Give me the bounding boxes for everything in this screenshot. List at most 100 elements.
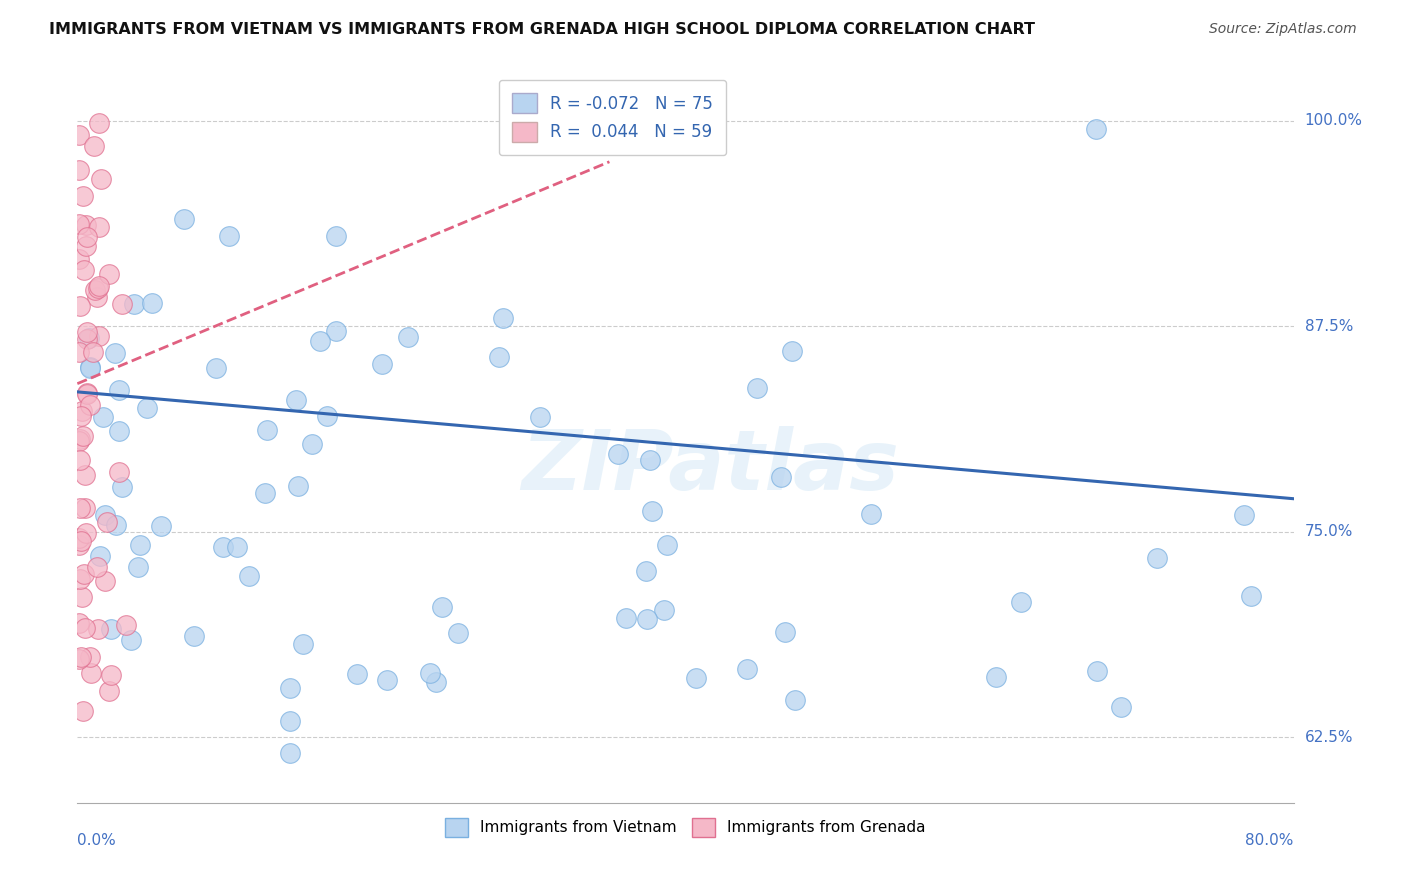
Text: 100.0%: 100.0% (1305, 113, 1362, 128)
Point (598, 130, 620, 145)
Point (316, 409, 339, 424)
Point (67, 615, 90, 630)
Point (91, 410, 114, 425)
Point (124, 296, 146, 310)
Point (79, 398, 101, 412)
Point (86, 290, 108, 304)
Point (636, 612, 658, 626)
Point (346, 666, 368, 681)
Point (75, 218, 97, 232)
Point (104, 518, 127, 533)
Point (432, 600, 454, 615)
Point (685, 671, 707, 685)
Point (278, 747, 301, 761)
Point (98, 684, 121, 698)
Point (638, 453, 661, 467)
Point (108, 424, 131, 438)
Point (80, 666, 103, 681)
Point (73, 621, 96, 635)
Point (87, 622, 110, 636)
Point (108, 383, 131, 397)
Point (72, 429, 94, 443)
Point (76, 332, 98, 346)
Point (655, 538, 678, 552)
Point (425, 675, 447, 690)
Point (115, 617, 138, 632)
Point (108, 465, 131, 479)
Point (67, 531, 90, 545)
Point (375, 673, 398, 687)
Point (84, 283, 107, 297)
Point (89, 172, 111, 186)
Point (529, 410, 551, 425)
Point (218, 228, 240, 243)
Point (75, 526, 97, 541)
Point (1085, 664, 1108, 678)
Point (325, 228, 347, 243)
Point (278, 714, 301, 728)
Point (87, 220, 110, 235)
Point (769, 470, 792, 484)
Point (652, 603, 675, 617)
Point (111, 297, 134, 311)
Point (76, 229, 98, 244)
Point (120, 632, 142, 647)
Point (69, 573, 91, 587)
Point (149, 519, 172, 533)
Point (72, 189, 94, 203)
Point (183, 629, 205, 643)
Point (96, 515, 118, 529)
Point (301, 437, 323, 451)
Point (173, 212, 195, 227)
Point (309, 334, 332, 348)
Point (419, 666, 441, 681)
Point (67, 162, 90, 177)
Point (136, 401, 159, 416)
Point (291, 637, 314, 651)
Point (785, 692, 807, 706)
Text: 62.5%: 62.5% (1305, 730, 1353, 745)
Point (492, 310, 515, 325)
Point (93, 508, 115, 522)
Point (278, 681, 301, 695)
Point (1109, 700, 1132, 714)
Point (127, 560, 149, 574)
Point (238, 569, 260, 583)
Text: 87.5%: 87.5% (1305, 318, 1353, 334)
Point (104, 345, 127, 359)
Point (76, 385, 98, 400)
Point (212, 540, 235, 554)
Point (447, 626, 470, 640)
Point (86, 559, 108, 574)
Point (75, 239, 97, 253)
Point (79, 331, 101, 345)
Point (98, 267, 121, 281)
Point (87, 328, 110, 343)
Point (325, 325, 347, 339)
Point (75, 467, 97, 482)
Point (75, 500, 97, 515)
Point (79, 650, 101, 665)
Point (100, 667, 122, 681)
Point (780, 343, 803, 358)
Point (253, 486, 276, 500)
Point (67, 128, 90, 142)
Text: 75.0%: 75.0% (1305, 524, 1353, 539)
Text: 80.0%: 80.0% (1246, 833, 1294, 848)
Point (859, 507, 882, 521)
Point (89, 279, 111, 293)
Point (284, 393, 307, 408)
Point (69, 500, 91, 515)
Point (67, 434, 90, 449)
Point (641, 503, 664, 517)
Point (1233, 508, 1256, 523)
Point (87, 281, 110, 295)
Point (73, 567, 96, 582)
Point (79, 359, 101, 374)
Point (775, 624, 797, 639)
Point (226, 540, 249, 554)
Point (69, 299, 91, 313)
Text: IMMIGRANTS FROM VIETNAM VS IMMIGRANTS FROM GRENADA HIGH SCHOOL DIPLOMA CORRELATI: IMMIGRANTS FROM VIETNAM VS IMMIGRANTS FR… (49, 22, 1035, 37)
Point (614, 610, 637, 624)
Point (89, 549, 111, 564)
